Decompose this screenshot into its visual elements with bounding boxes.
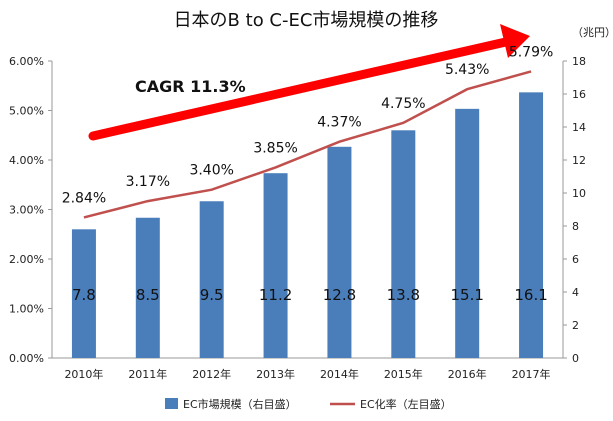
line-value-label: 4.37% <box>317 115 361 131</box>
line-path <box>83 70 532 219</box>
right-tick-label: 14 <box>572 121 586 134</box>
right-tick-label: 2 <box>572 319 579 332</box>
cagr-arrow-shaft <box>88 36 515 141</box>
x-tick-label: 2014年 <box>320 367 359 381</box>
line-value-label: 2.84% <box>62 190 106 206</box>
line-series <box>83 70 532 219</box>
x-tick-label: 2017年 <box>512 367 551 381</box>
right-tick-label: 10 <box>572 187 586 200</box>
left-tick-label: 1.00% <box>9 303 44 316</box>
left-tick-label: 2.00% <box>9 253 44 266</box>
legend-bar-swatch <box>165 398 178 409</box>
x-tick-label: 2015年 <box>384 367 423 381</box>
bar <box>199 201 224 358</box>
axes: 0.00% 1.00% 2.00% 3.00% 4.00% 5.00% 6.00% 0 2 4 6 8… <box>9 55 586 381</box>
line-value-label: 5.43% <box>445 62 489 78</box>
left-tick-label: 0.00% <box>9 352 44 365</box>
cagr-arrow <box>88 24 530 141</box>
bar-value-label: 9.5 <box>200 286 224 304</box>
right-tick-label: 8 <box>572 220 579 233</box>
bar <box>263 173 288 358</box>
line-value-label: 5.79% <box>509 44 553 60</box>
x-tick-label: 2012年 <box>192 367 231 381</box>
bar <box>455 108 480 358</box>
legend: EC市場規模（右目盛） EC化率（左目盛） <box>165 397 452 411</box>
legend-bar-label: EC市場規模（右目盛） <box>183 397 297 411</box>
bar-value-label: 11.2 <box>259 286 292 304</box>
bar-value-label: 7.8 <box>72 286 96 304</box>
cagr-annotation: CAGR 11.3% <box>135 77 246 96</box>
bars <box>71 92 544 358</box>
left-tick-label: 3.00% <box>9 204 44 217</box>
left-tick-label: 5.00% <box>9 105 44 118</box>
x-tick-label: 2011年 <box>128 367 167 381</box>
bar-value-label: 15.1 <box>450 286 483 304</box>
bar-value-label: 13.8 <box>387 286 420 304</box>
legend-line-label: EC化率（左目盛） <box>360 397 452 411</box>
left-tick-label: 6.00% <box>9 55 44 68</box>
right-tick-label: 6 <box>572 253 579 266</box>
chart-title: 日本のB to C-EC市場規模の推移 <box>174 10 439 31</box>
bar <box>327 146 352 358</box>
line-value-label: 3.17% <box>126 174 170 190</box>
x-tick-label: 2016年 <box>448 367 487 381</box>
right-axis-unit: （兆円） <box>572 26 613 39</box>
line-value-label: 3.85% <box>253 140 297 156</box>
right-tick-label: 18 <box>572 55 586 68</box>
right-tick-label: 12 <box>572 154 586 167</box>
x-tick-label: 2010年 <box>64 367 103 381</box>
right-tick-label: 0 <box>572 352 579 365</box>
bar-value-label: 8.5 <box>136 286 160 304</box>
bar <box>519 92 544 358</box>
right-tick-label: 4 <box>572 286 579 299</box>
bar-value-label: 16.1 <box>514 286 547 304</box>
right-tick-label: 16 <box>572 88 586 101</box>
line-value-label: 4.75% <box>381 96 425 112</box>
data-labels: 7.8 8.5 9.5 11.2 12.8 13.8 15.1 16.1 2.84% 3.17% 3… <box>62 44 554 304</box>
x-tick-label: 2013年 <box>256 367 295 381</box>
line-value-label: 3.40% <box>189 163 233 179</box>
bar <box>71 229 96 358</box>
left-tick-label: 4.00% <box>9 154 44 167</box>
bar <box>391 130 416 358</box>
bar <box>135 217 160 358</box>
cagr-arrow-head <box>500 24 530 58</box>
bar-value-label: 12.8 <box>323 286 356 304</box>
